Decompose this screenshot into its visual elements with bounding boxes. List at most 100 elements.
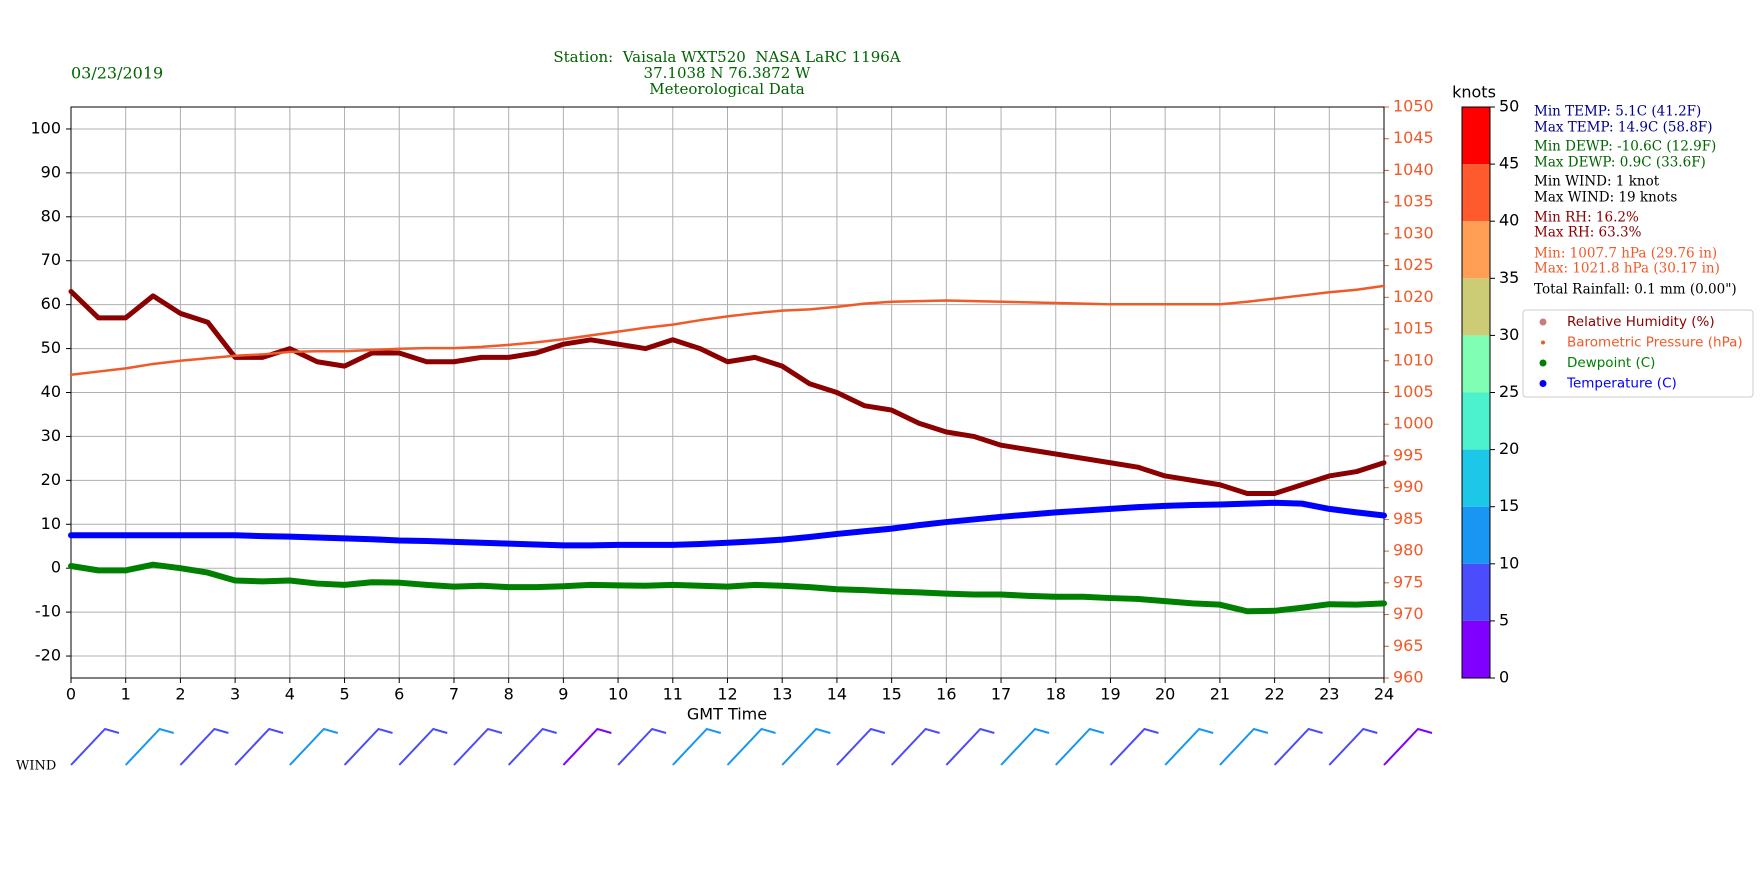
x-tick-label: 1 bbox=[121, 685, 131, 704]
x-tick-label: 4 bbox=[285, 685, 295, 704]
x-tick-label: 22 bbox=[1264, 685, 1284, 704]
series-line bbox=[68, 499, 1387, 549]
legend-label: Relative Humidity (%) bbox=[1567, 314, 1715, 330]
x-tick-label: 11 bbox=[663, 685, 683, 704]
y2-tick-label: 1050 bbox=[1393, 97, 1434, 116]
y2-tick-label: 1030 bbox=[1393, 223, 1434, 242]
colorbar-segment bbox=[1462, 335, 1490, 393]
colorbar-segment bbox=[1462, 620, 1490, 678]
colorbar-tick-label: 25 bbox=[1499, 382, 1519, 401]
stat-line: Max DEWP: 0.9C (33.6F) bbox=[1534, 155, 1706, 171]
wind-barb bbox=[179, 727, 229, 766]
legend-marker bbox=[1539, 359, 1547, 367]
colorbar-tick-label: 10 bbox=[1499, 553, 1519, 572]
plot-frame bbox=[70, 106, 1385, 679]
y2-tick-label: 975 bbox=[1393, 572, 1424, 591]
x-tick-label: 18 bbox=[1046, 685, 1066, 704]
wind-barb bbox=[124, 727, 174, 766]
legend-box bbox=[1522, 309, 1754, 398]
x-tick-label: 10 bbox=[608, 685, 628, 704]
y2-tick-label: 1010 bbox=[1393, 350, 1434, 369]
y2-tick-label: 1040 bbox=[1393, 160, 1434, 179]
stat-line: Min WIND: 1 knot bbox=[1534, 174, 1660, 190]
stat-line: Max: 1021.8 hPa (30.17 in) bbox=[1534, 261, 1720, 277]
x-tick-label: 23 bbox=[1319, 685, 1339, 704]
chart-title: Station: Vaisala WXT520 NASA LaRC 1196A bbox=[553, 48, 900, 66]
wind-barb bbox=[1055, 727, 1105, 766]
y2-tick-label: 980 bbox=[1393, 541, 1424, 560]
x-tick-label: 3 bbox=[230, 685, 240, 704]
stat-line: Max TEMP: 14.9C (58.8F) bbox=[1534, 120, 1713, 136]
legend-marker bbox=[1539, 318, 1547, 326]
x-tick-label: 13 bbox=[772, 685, 792, 704]
x-tick-label: 21 bbox=[1210, 685, 1230, 704]
y2-tick-label: 970 bbox=[1393, 604, 1424, 623]
stat-line: Total Rainfall: 0.1 mm (0.00") bbox=[1534, 282, 1737, 298]
colorbar-tick-label: 35 bbox=[1499, 268, 1519, 287]
wind-barb bbox=[617, 727, 667, 766]
wind-barb bbox=[1273, 727, 1323, 766]
y2-tick-label: 990 bbox=[1393, 477, 1424, 496]
wind-barb bbox=[70, 727, 120, 766]
wind-barb bbox=[890, 727, 940, 766]
y-tick-label: 10 bbox=[41, 514, 61, 533]
x-tick-label: 12 bbox=[717, 685, 737, 704]
wind-barb bbox=[726, 727, 776, 766]
wind-barb bbox=[1164, 727, 1214, 766]
stat-line: Min RH: 16.2% bbox=[1534, 210, 1639, 226]
y2-tick-label: 1045 bbox=[1393, 128, 1434, 147]
stat-line: Min TEMP: 5.1C (41.2F) bbox=[1534, 104, 1701, 120]
colorbar-segment bbox=[1462, 506, 1490, 564]
y-tick-label: 90 bbox=[41, 162, 61, 181]
x-axis-label: GMT Time bbox=[687, 705, 767, 724]
wind-label: WIND bbox=[16, 759, 56, 774]
y-tick-label: 50 bbox=[41, 338, 61, 357]
y-tick-label: 30 bbox=[41, 426, 61, 445]
x-tick-label: 2 bbox=[175, 685, 185, 704]
colorbar-tick-label: 5 bbox=[1499, 610, 1509, 629]
series-line bbox=[68, 288, 1387, 497]
y-tick-label: 20 bbox=[41, 470, 61, 489]
colorbar-tick-label: 0 bbox=[1499, 668, 1509, 687]
wind-barb bbox=[343, 727, 393, 766]
x-tick-label: 6 bbox=[394, 685, 404, 704]
legend-marker bbox=[1539, 380, 1547, 387]
x-tick-label: 8 bbox=[504, 685, 514, 704]
colorbar-segment bbox=[1462, 221, 1490, 279]
colorbar-tick-label: 45 bbox=[1499, 154, 1519, 173]
stat-line: Min: 1007.7 hPa (29.76 in) bbox=[1534, 246, 1717, 262]
stat-line: Max RH: 63.3% bbox=[1534, 225, 1642, 241]
x-tick-label: 5 bbox=[339, 685, 349, 704]
x-tick-label: 24 bbox=[1374, 685, 1394, 704]
legend-label: Dewpoint (C) bbox=[1567, 355, 1655, 371]
wind-barb bbox=[781, 727, 831, 766]
x-tick-label: 16 bbox=[936, 685, 956, 704]
y-tick-label: -20 bbox=[35, 646, 61, 665]
y2-tick-label: 965 bbox=[1393, 636, 1424, 655]
series-line bbox=[69, 284, 1386, 376]
colorbar-tick-label: 50 bbox=[1499, 97, 1519, 116]
wind-barb bbox=[836, 727, 886, 766]
y2-tick-label: 1015 bbox=[1393, 319, 1434, 338]
colorbar-segment bbox=[1462, 278, 1490, 336]
date: 03/23/2019 bbox=[71, 64, 163, 83]
wind-barb bbox=[398, 727, 448, 766]
colorbar-segment bbox=[1462, 164, 1490, 222]
wind-barb bbox=[453, 727, 503, 766]
y2-tick-label: 985 bbox=[1393, 509, 1424, 528]
y-tick-label: 40 bbox=[41, 382, 61, 401]
y2-tick-label: 1005 bbox=[1393, 382, 1434, 401]
colorbar-segment bbox=[1462, 392, 1490, 450]
colorbar-tick-label: 15 bbox=[1499, 496, 1519, 515]
wind-barb bbox=[1000, 727, 1050, 766]
wind-barb bbox=[945, 727, 995, 766]
x-tick-label: 19 bbox=[1100, 685, 1120, 704]
y-tick-label: 70 bbox=[41, 250, 61, 269]
colorbar-segment bbox=[1462, 563, 1490, 621]
x-tick-label: 15 bbox=[881, 685, 901, 704]
stat-line: Max WIND: 19 knots bbox=[1534, 190, 1677, 206]
x-tick-label: 7 bbox=[449, 685, 459, 704]
colorbar-segment bbox=[1462, 107, 1490, 165]
wind-barb bbox=[562, 727, 612, 766]
